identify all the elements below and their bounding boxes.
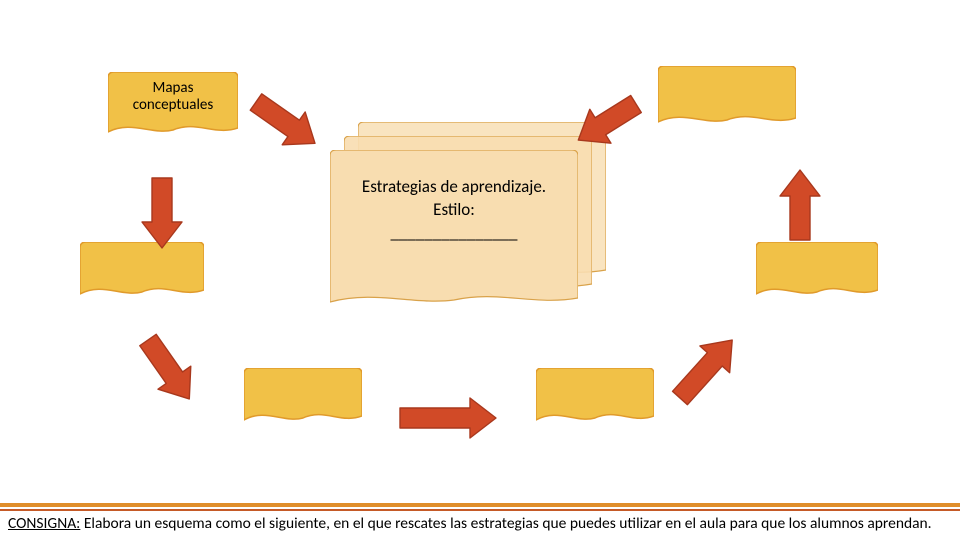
consigna-rest: Elabora un esquema como el siguiente, en…	[80, 514, 931, 533]
note-n1: Mapas conceptuales	[108, 72, 238, 142]
arrow-a1	[245, 86, 327, 160]
consigna-bar: CONSIGNA: Elabora un esquema como el sig…	[0, 503, 960, 540]
note-n5	[756, 242, 878, 304]
note-n4	[536, 368, 654, 430]
note-n2	[80, 242, 204, 304]
arrow-a6	[780, 170, 820, 240]
consigna-lead: CONSIGNA:	[8, 514, 80, 533]
center-label: Estrategias de aprendizaje.Estilo:______…	[342, 176, 566, 245]
arrow-a5	[665, 327, 747, 412]
consigna-text: CONSIGNA: Elabora un esquema como el sig…	[0, 511, 960, 540]
center-card-front: Estrategias de aprendizaje.Estilo:______…	[330, 150, 578, 312]
consigna-stripe-thick	[0, 503, 960, 507]
note-n6	[658, 66, 796, 132]
note-n3	[244, 368, 362, 430]
arrow-a2	[142, 178, 182, 248]
diagram-stage: Mapas conceptuales	[0, 0, 960, 540]
note-label: Mapas conceptuales	[114, 80, 232, 115]
arrow-a3	[132, 329, 206, 411]
arrow-a4	[400, 398, 496, 438]
